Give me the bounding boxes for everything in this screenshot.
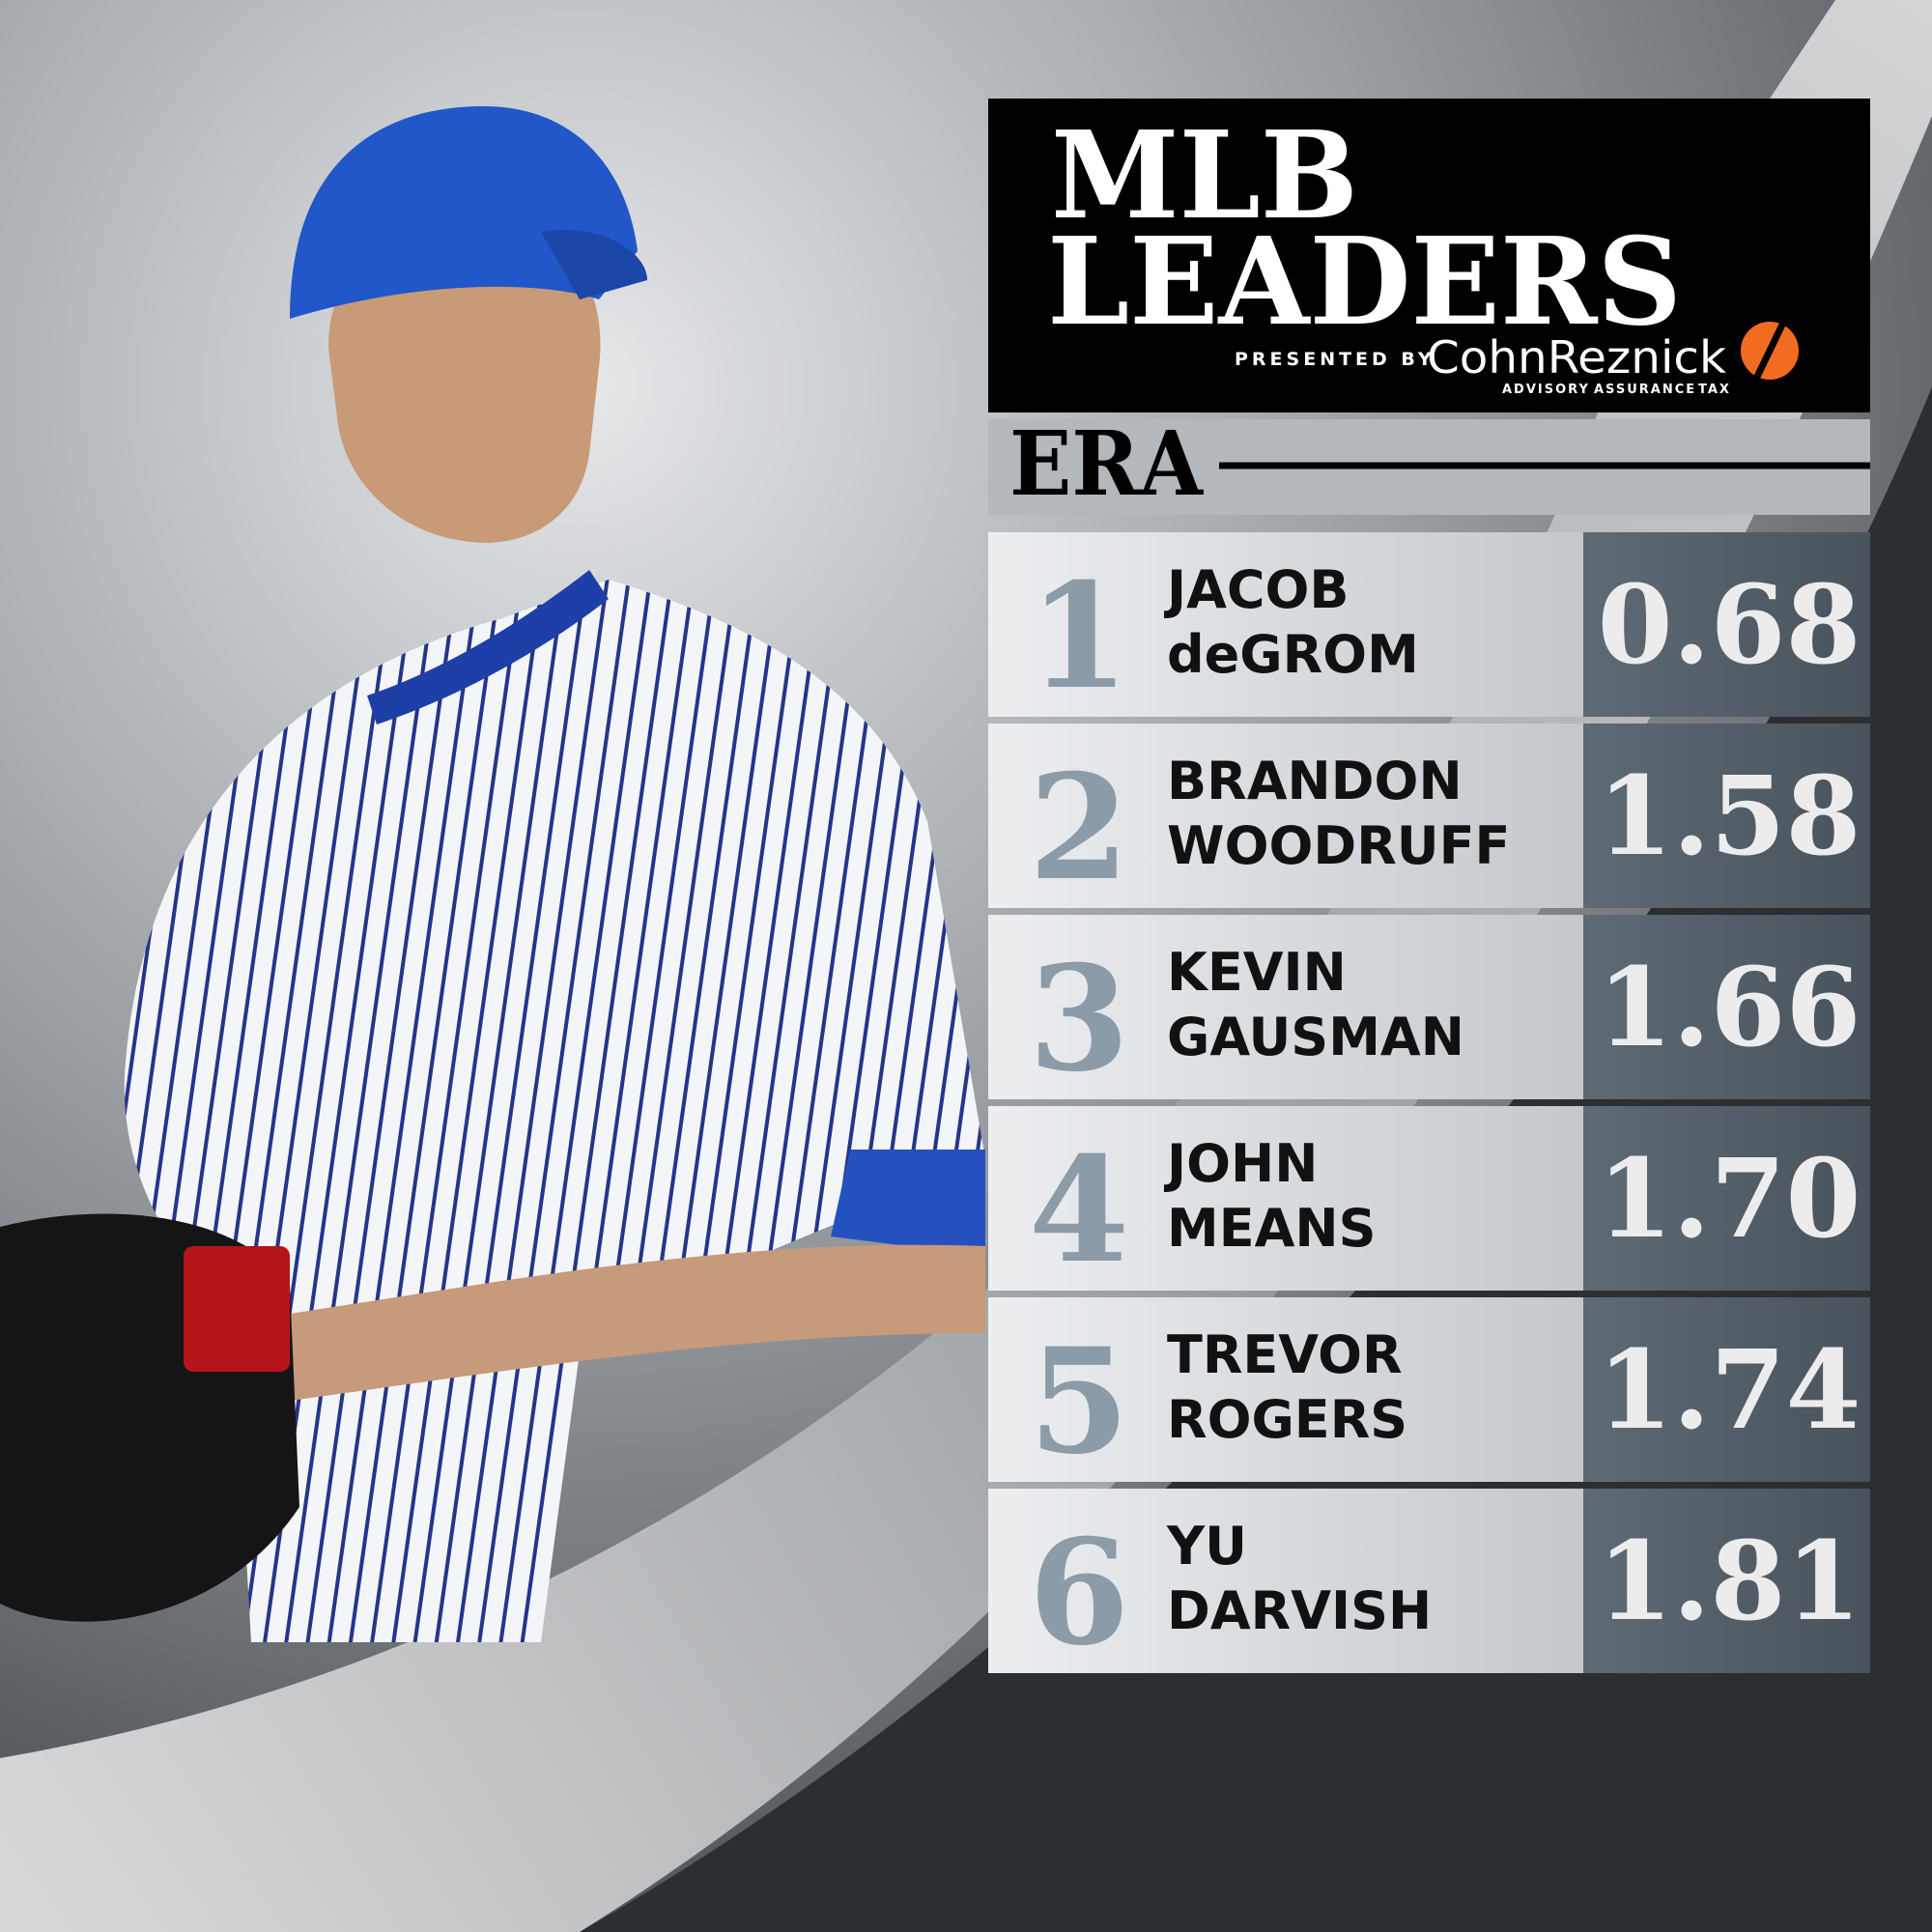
name-cell (988, 1489, 1583, 1673)
last-name: ROGERS (1167, 1389, 1407, 1450)
first-name: TREVOR (1167, 1324, 1403, 1385)
first-name: JACOB (1163, 559, 1350, 620)
sponsor-name: CohnReznick (1427, 331, 1726, 384)
era-value: 0.68 (1598, 562, 1861, 689)
value-cell (1583, 1106, 1870, 1291)
sponsor-logo (1741, 321, 1799, 381)
header-box (988, 99, 1870, 412)
rank: 1 (1029, 552, 1129, 722)
rank: 3 (1029, 934, 1129, 1104)
rank: 6 (1029, 1508, 1129, 1678)
rank: 5 (1029, 1317, 1129, 1487)
sponsor-tagline: ADVISORY (1502, 383, 1590, 397)
first-name: KEVIN (1167, 942, 1347, 1003)
last-name: DARVISH (1167, 1580, 1432, 1641)
player-illustration (0, 106, 985, 1642)
last-name: GAUSMAN (1167, 1007, 1464, 1067)
name-cell (988, 1297, 1583, 1482)
last-name: deGROM (1167, 624, 1419, 685)
era-value: 1.74 (1598, 1327, 1861, 1454)
era-value: 1.58 (1598, 753, 1861, 880)
era-value: 1.81 (1598, 1519, 1861, 1645)
sponsor-tagline: TAX (1698, 383, 1731, 397)
name-cell (988, 724, 1583, 908)
value-cell (1583, 1489, 1870, 1673)
stat-label: ERA (1009, 412, 1204, 516)
sponsor-tagline: ASSURANCE (1594, 383, 1696, 397)
era-value: 1.70 (1598, 1136, 1861, 1263)
name-cell (988, 1106, 1583, 1291)
first-name: YU (1166, 1516, 1247, 1577)
name-cell (988, 915, 1583, 1099)
last-name: WOODRUFF (1167, 815, 1510, 876)
first-name: BRANDON (1167, 751, 1463, 811)
title: MLB (1051, 105, 1358, 246)
value-cell (1583, 724, 1870, 908)
rank: 4 (1029, 1125, 1129, 1295)
era-value: 1.66 (1598, 945, 1861, 1071)
last-name: MEANS (1167, 1198, 1377, 1259)
value-cell (1583, 915, 1870, 1099)
first-name: JOHN (1163, 1133, 1318, 1194)
rank: 2 (1029, 743, 1129, 913)
value-cell (1583, 532, 1870, 717)
title: LEADERS (1047, 212, 1682, 353)
name-cell (988, 532, 1583, 717)
value-cell (1583, 1297, 1870, 1482)
presented-by: PRESENTED BY (1235, 349, 1435, 370)
